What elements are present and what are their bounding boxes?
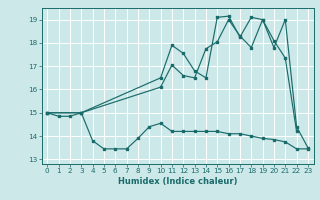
X-axis label: Humidex (Indice chaleur): Humidex (Indice chaleur) bbox=[118, 177, 237, 186]
